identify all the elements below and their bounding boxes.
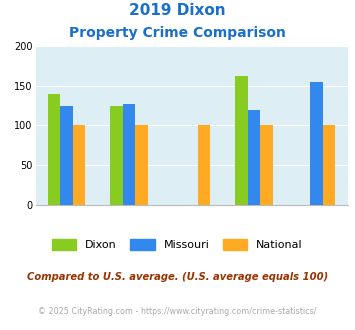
Bar	[310, 82, 323, 205]
Text: Compared to U.S. average. (U.S. average equals 100): Compared to U.S. average. (U.S. average …	[27, 272, 328, 282]
Bar	[123, 104, 136, 205]
Bar	[60, 106, 73, 205]
Bar	[198, 125, 211, 205]
Bar	[73, 125, 86, 205]
Bar	[261, 125, 273, 205]
Text: Property Crime Comparison: Property Crime Comparison	[69, 26, 286, 40]
Bar	[248, 110, 261, 205]
Bar	[235, 76, 248, 205]
Bar	[48, 94, 60, 205]
Text: © 2025 CityRating.com - https://www.cityrating.com/crime-statistics/: © 2025 CityRating.com - https://www.city…	[38, 307, 317, 316]
Bar	[323, 125, 335, 205]
Bar	[136, 125, 148, 205]
Legend: Dixon, Missouri, National: Dixon, Missouri, National	[48, 235, 307, 255]
Text: 2019 Dixon: 2019 Dixon	[129, 3, 226, 18]
Bar	[110, 106, 123, 205]
